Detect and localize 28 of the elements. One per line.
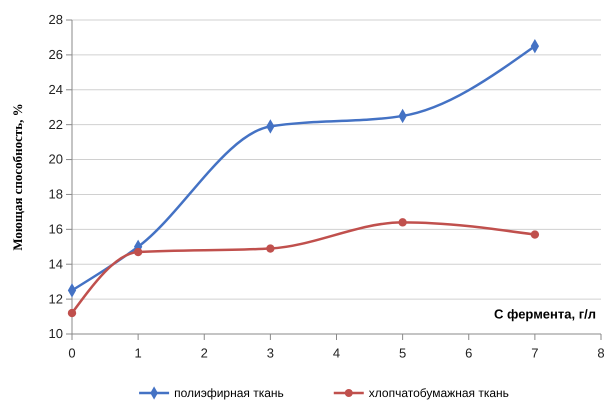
y-axis-title: Моющая способность, % bbox=[10, 103, 25, 251]
y-tick-label: 12 bbox=[48, 291, 63, 306]
y-tick-label: 16 bbox=[48, 221, 63, 236]
x-tick-label: 0 bbox=[68, 345, 76, 360]
y-tick-label: 20 bbox=[48, 152, 63, 167]
x-tick-label: 5 bbox=[399, 345, 406, 360]
legend-label: полиэфирная ткань bbox=[174, 386, 284, 400]
legend-label: хлопчатобумажная ткань bbox=[368, 386, 509, 400]
x-axis-title: С фермента, г/л bbox=[494, 306, 596, 322]
point bbox=[68, 308, 76, 318]
x-tick-label: 4 bbox=[332, 345, 340, 360]
point bbox=[134, 248, 142, 256]
y-tick-label: 26 bbox=[48, 47, 63, 62]
point bbox=[398, 218, 407, 227]
y-tick-label: 10 bbox=[48, 326, 63, 342]
y-tick-label: 24 bbox=[48, 82, 63, 97]
x-tick-label: 6 bbox=[465, 345, 472, 360]
y-tick-label: 22 bbox=[48, 116, 63, 132]
point bbox=[530, 230, 540, 239]
x-tick-label: 3 bbox=[266, 345, 274, 360]
x-tick-label: 1 bbox=[134, 345, 142, 360]
y-tick-label: 28 bbox=[48, 12, 63, 28]
x-tick-label: 2 bbox=[200, 345, 208, 360]
x-tick-label: 7 bbox=[531, 345, 538, 360]
y-tick-label: 18 bbox=[48, 186, 63, 202]
x-tick-label: 8 bbox=[597, 345, 605, 360]
y-tick-label: 14 bbox=[48, 256, 63, 272]
point bbox=[266, 244, 275, 253]
